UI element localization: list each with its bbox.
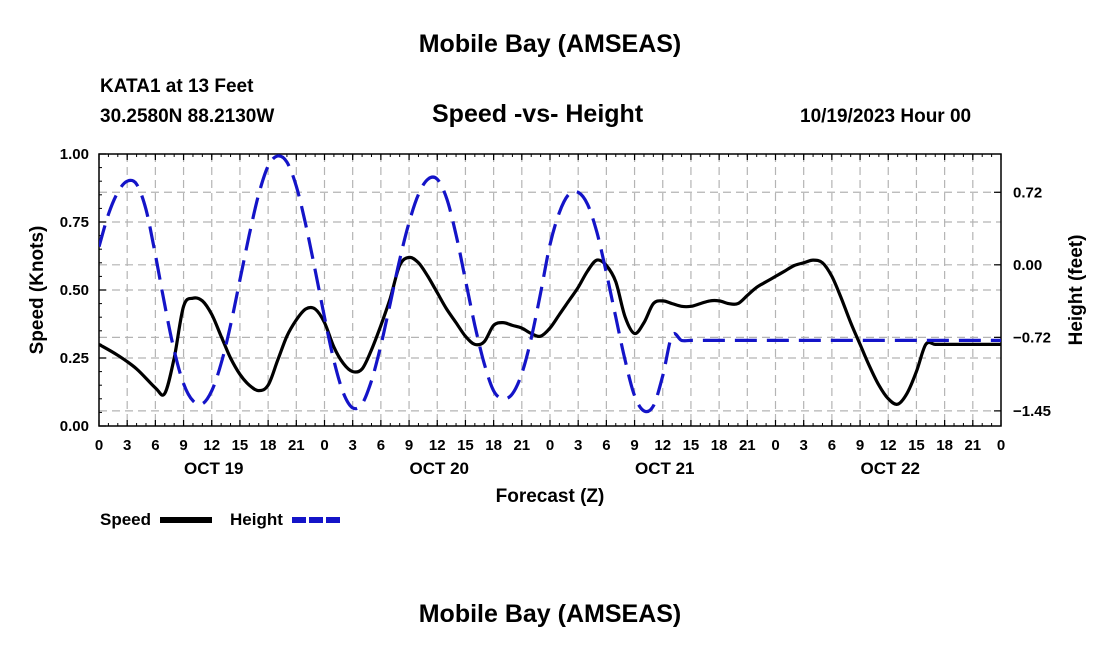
grid-lines — [99, 154, 1001, 426]
x-tick-label: 3 — [123, 437, 131, 454]
y-tick-label: 0.50 — [60, 282, 89, 299]
y2-tick-label: 0.72 — [1013, 184, 1042, 201]
x-tick-label: 9 — [630, 437, 638, 454]
x-tick-label: 9 — [179, 437, 187, 454]
x-tick-label: 21 — [288, 437, 305, 454]
x-tick-label: 15 — [457, 437, 474, 454]
data-series — [99, 154, 1001, 414]
x-tick-label: 18 — [260, 437, 277, 454]
date-label: OCT 20 — [409, 459, 469, 478]
x-tick-label: 6 — [377, 437, 385, 454]
legend: Speed Height — [100, 510, 342, 529]
x-tick-label: 12 — [880, 437, 897, 454]
y2-tick-label: 0.00 — [1013, 257, 1042, 274]
y-tick-label: 0.75 — [60, 214, 89, 231]
footer-title: Mobile Bay (AMSEAS) — [418, 600, 682, 628]
axis-labels: 0 3 6 9 12 15 18 21 0 3 6 9 12 15 18 21 0 3 6 9 12 15 18 21 0 3 6 9… — [27, 146, 1087, 507]
x-tick-label: 9 — [405, 437, 413, 454]
y2-tick-label: −0.72 — [1013, 329, 1051, 346]
speed-series-line — [99, 255, 1001, 406]
x-tick-label: 21 — [513, 437, 530, 454]
legend-speed-label: Speed — [100, 510, 151, 529]
y2-axis-title: Height (feet) — [1066, 235, 1087, 346]
x-tick-label: 6 — [828, 437, 836, 454]
y-tick-label: 1.00 — [60, 146, 89, 163]
issue-time: 10/19/2023 Hour 00 — [800, 106, 972, 127]
date-label: OCT 22 — [860, 459, 920, 478]
y2-tick-label: −1.45 — [1013, 403, 1051, 420]
x-tick-label: 6 — [151, 437, 159, 454]
x-tick-label: 12 — [654, 437, 671, 454]
axis-ticks — [98, 153, 1002, 427]
x-tick-label: 15 — [683, 437, 700, 454]
x-tick-label: 18 — [485, 437, 502, 454]
x-tick-label: 9 — [856, 437, 864, 454]
x-tick-label: 0 — [320, 437, 328, 454]
x-tick-label: 21 — [964, 437, 981, 454]
x-tick-label: 21 — [739, 437, 756, 454]
station-coordinates: 30.2580N 88.2130W — [100, 106, 275, 127]
x-tick-label: 0 — [997, 437, 1005, 454]
x-tick-label: 6 — [602, 437, 610, 454]
chart-subtitle: Speed -vs- Height — [432, 100, 644, 128]
station-label: KATA1 at 13 Feet — [100, 76, 254, 97]
x-tick-label: 12 — [429, 437, 446, 454]
x-tick-label: 3 — [574, 437, 582, 454]
y-axis-title: Speed (Knots) — [27, 226, 48, 355]
figure-title: Mobile Bay (AMSEAS) — [418, 30, 682, 58]
x-tick-label: 18 — [711, 437, 728, 454]
x-tick-label: 12 — [203, 437, 220, 454]
x-tick-label: 18 — [936, 437, 953, 454]
date-label: OCT 21 — [635, 459, 695, 478]
x-tick-label: 0 — [546, 437, 554, 454]
y-tick-label: 0.00 — [60, 418, 89, 435]
x-axis-title: Forecast (Z) — [496, 486, 605, 507]
x-tick-label: 15 — [908, 437, 925, 454]
x-tick-label: 0 — [771, 437, 779, 454]
legend-height-label: Height — [230, 510, 283, 529]
x-tick-label: 3 — [800, 437, 808, 454]
x-tick-label: 15 — [232, 437, 249, 454]
y-tick-label: 0.25 — [60, 350, 89, 367]
height-series-line — [99, 154, 1001, 414]
x-tick-label: 0 — [95, 437, 103, 454]
date-label: OCT 19 — [184, 459, 244, 478]
x-tick-label: 3 — [349, 437, 357, 454]
